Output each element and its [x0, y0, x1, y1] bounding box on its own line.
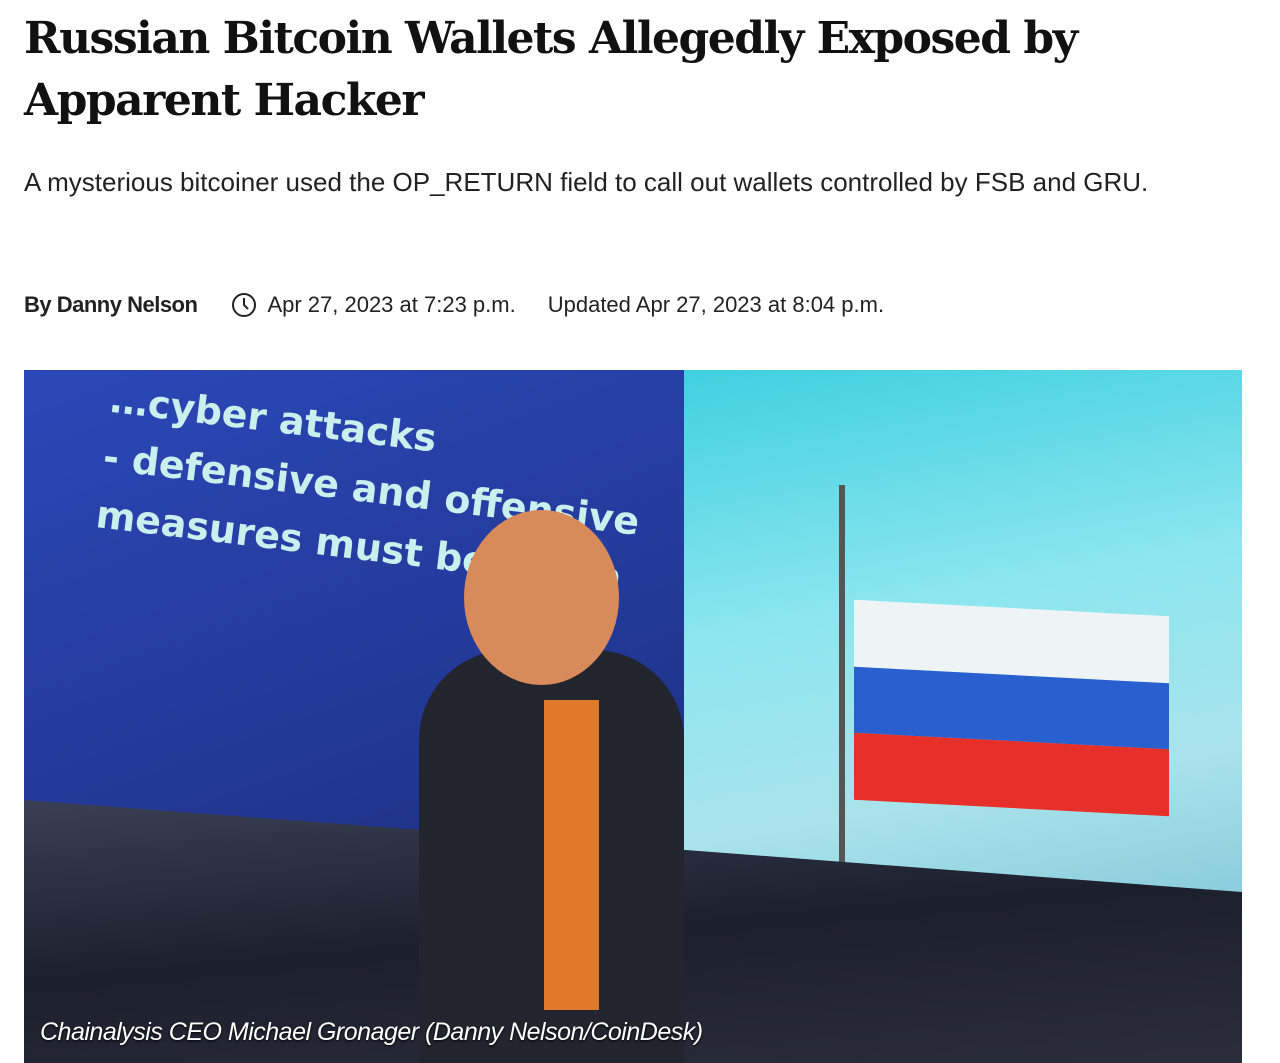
- clock-icon: [232, 293, 257, 317]
- article-subtitle: A mysterious bitcoiner used the OP_RETUR…: [24, 167, 1149, 197]
- speaker-shirt: [544, 700, 599, 1010]
- published-date: Apr 27, 2023 at 7:23 p.m.: [267, 292, 516, 317]
- updated-date: Updated Apr 27, 2023 at 8:04 p.m.: [547, 292, 885, 317]
- russian-flag: [854, 599, 1169, 817]
- author-link[interactable]: By Danny Nelson: [24, 292, 198, 317]
- article-meta: By Danny Nelson Apr 27, 2023 at 7:23 p.m…: [24, 292, 884, 318]
- article-title: Russian Bitcoin Wallets Allegedly Expose…: [24, 13, 1078, 126]
- image-caption: Chainalysis CEO Michael Gronager (Danny …: [40, 1018, 703, 1046]
- speaker-head: [464, 510, 619, 685]
- flag-pole: [839, 485, 845, 945]
- hero-image: …cyber attacks - defensive and offensive…: [24, 370, 1242, 1063]
